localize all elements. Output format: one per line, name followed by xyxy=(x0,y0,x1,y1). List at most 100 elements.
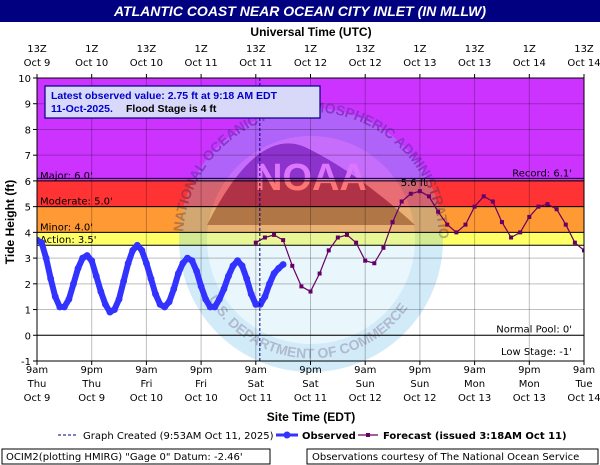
observed-point xyxy=(83,252,91,259)
x-top-tick-date: Oct 9 xyxy=(24,58,51,69)
x-bottom-tick-day: Fri xyxy=(140,379,152,390)
x-bottom-tick-label: 9am xyxy=(463,365,485,376)
y-tick-label: 7 xyxy=(25,151,31,162)
watermark-inner-disc xyxy=(207,136,415,344)
observed-point xyxy=(238,262,246,270)
forecast-point xyxy=(262,235,267,240)
footer-datum-box xyxy=(1,448,271,465)
forecast-point xyxy=(463,222,468,227)
observed-point xyxy=(152,290,159,298)
forecast-point xyxy=(299,284,304,289)
x-bottom-tick-label: 9pm xyxy=(409,365,431,376)
observed-point xyxy=(60,303,68,311)
x-top-tick-date: Oct 14 xyxy=(513,58,546,69)
observed-point xyxy=(193,267,200,275)
x-bottom-tick-date: Oct 9 xyxy=(78,393,105,404)
x-bottom-tick-date: Oct 12 xyxy=(403,393,436,404)
y-tick-label: 10 xyxy=(18,74,31,85)
legend-graph-created: Graph Created (9:53AM Oct 11, 2025) xyxy=(83,431,274,442)
observed-point xyxy=(229,262,237,270)
x-top-tick-date: Oct 11 xyxy=(239,58,272,69)
legend-forecast: Forecast (issued 3:18AM Oct 11) xyxy=(383,431,567,442)
observed-point xyxy=(38,239,45,247)
forecast-point xyxy=(390,220,395,225)
observed-point xyxy=(143,259,150,267)
forecast-point xyxy=(472,204,477,209)
legend: Graph Created (9:53AM Oct 11, 2025) Obse… xyxy=(58,431,567,442)
forecast-peak-label: 5.6 ft xyxy=(401,178,427,189)
x-top-tick-label: 13Z xyxy=(246,44,266,55)
latest-value-box: Latest observed value: 2.75 ft at 9:18 A… xyxy=(44,85,321,119)
observed-point xyxy=(147,275,155,283)
observed-point xyxy=(247,290,255,298)
y-tick-label: 0 xyxy=(25,331,31,342)
x-bottom-tick-label: 9am xyxy=(26,365,48,376)
forecast-point xyxy=(427,194,432,199)
x-bottom-tick-date: Oct 10 xyxy=(184,393,217,404)
forecast-point xyxy=(554,207,559,212)
observed-point xyxy=(111,306,118,313)
x-top-tick-label: 1Z xyxy=(194,44,207,55)
x-bottom-tick-day: Sat xyxy=(248,379,264,390)
y-tick-label: -1 xyxy=(21,357,31,368)
forecast-series-line xyxy=(255,190,584,293)
x-bottom-tick-date: Oct 11 xyxy=(294,393,327,404)
observed-point xyxy=(88,257,96,265)
observed-point xyxy=(234,257,241,265)
forecast-point xyxy=(290,263,295,268)
x-top-tick-date: Oct 14 xyxy=(567,58,600,69)
observed-point xyxy=(170,285,178,293)
x-top-tick-label: 13Z xyxy=(355,44,375,55)
x-top-tick-date: Oct 13 xyxy=(458,58,491,69)
x-bottom-tick-label: 9am xyxy=(573,365,595,376)
observed-point xyxy=(275,264,282,272)
observed-point xyxy=(74,264,82,272)
forecast-point xyxy=(499,220,504,225)
forecast-point xyxy=(381,245,386,250)
forecast-point xyxy=(408,191,413,196)
observed-point xyxy=(256,301,264,308)
observed-point xyxy=(174,270,182,277)
observed-point xyxy=(115,295,123,303)
x-bottom-tick-day: Sun xyxy=(356,379,375,390)
forecast-point xyxy=(417,189,422,194)
x-bottom-tick-date: Oct 13 xyxy=(458,393,491,404)
x-bottom-tick-label: 9pm xyxy=(518,365,540,376)
reference-label-1: Normal Pool: 0' xyxy=(496,324,572,335)
x-top-tick-label: 1Z xyxy=(85,44,98,55)
x-bottom-tick-date: Oct 11 xyxy=(239,393,272,404)
footer-credit-box xyxy=(306,448,599,465)
forecast-point xyxy=(372,261,377,266)
forecast-point xyxy=(335,235,340,240)
x-top-tick-label: 1Z xyxy=(413,44,426,55)
forecast-point xyxy=(518,230,523,235)
x-bottom-tick-label: 9am xyxy=(135,365,157,376)
y-tick-label: 3 xyxy=(25,254,31,265)
x-bottom-tick-day: Thu xyxy=(81,379,101,390)
bottom-axis-title: Site Time (EDT) xyxy=(267,410,355,424)
observed-point xyxy=(279,261,287,268)
top-axis-title: Universal Time (UTC) xyxy=(250,25,371,39)
level-label-major: Major: 6.0' xyxy=(40,171,93,182)
legend-observed: Observed xyxy=(302,431,356,442)
y-tick-label: 1 xyxy=(25,306,31,317)
forecast-point xyxy=(563,222,568,227)
forecast-point xyxy=(536,204,541,209)
observed-point xyxy=(261,293,269,301)
x-bottom-tick-label: 9pm xyxy=(299,365,321,376)
band-action xyxy=(37,232,584,246)
x-bottom-tick-day: Tue xyxy=(574,379,592,390)
observed-point xyxy=(42,254,50,262)
x-bottom-tick-label: 9am xyxy=(245,365,267,376)
forecast-point xyxy=(545,202,550,207)
forecast-point xyxy=(572,240,577,245)
observed-point xyxy=(47,275,55,283)
forecast-point xyxy=(344,232,349,237)
x-top-tick-date: Oct 13 xyxy=(403,58,436,69)
forecast-point xyxy=(253,240,258,245)
title-bar xyxy=(0,0,600,22)
legend-observed-marker xyxy=(283,431,291,439)
series-layer xyxy=(37,189,584,316)
